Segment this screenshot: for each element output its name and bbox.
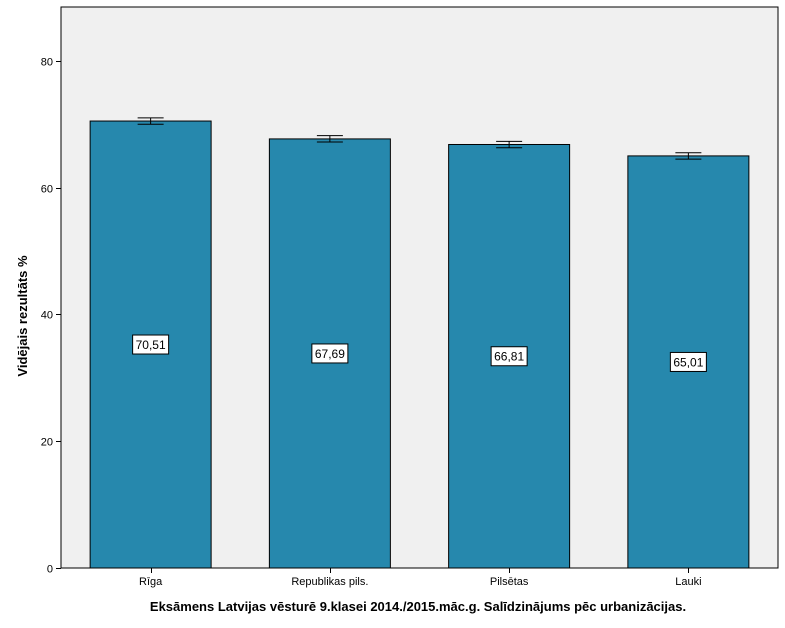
y-tick-label: 80: [41, 57, 53, 69]
x-axis-title: Eksāmens Latvijas vēsturē 9.klasei 2014.…: [150, 599, 686, 614]
data-label: 70,51: [132, 334, 170, 355]
bars-group: [89, 120, 750, 569]
y-axis: 0 20 40 60 80: [41, 57, 61, 576]
x-tick-label: Republikas pils.: [291, 576, 368, 588]
error-bar: [496, 140, 523, 149]
data-label: 65,01: [669, 351, 707, 372]
y-tick-label: 40: [41, 310, 53, 322]
x-tick-label: Rīga: [139, 576, 163, 588]
data-label-text: 67,69: [315, 347, 345, 361]
data-label: 66,81: [490, 346, 528, 367]
bar: [627, 155, 750, 569]
error-bar: [675, 152, 702, 160]
error-bars-group: [137, 117, 702, 160]
x-tick-label: Lauki: [675, 576, 701, 588]
x-tick-label: Pilsētas: [490, 576, 529, 588]
data-label-text: 70,51: [136, 338, 166, 352]
y-tick-label: 60: [41, 184, 53, 196]
data-label-text: 65,01: [673, 355, 703, 369]
y-tick-label: 20: [41, 437, 53, 449]
error-bar: [316, 135, 343, 143]
data-label-text: 66,81: [494, 350, 524, 364]
error-bar: [137, 117, 164, 125]
data-labels-group: 70,51 67,69 66,81 65,01: [132, 334, 707, 372]
y-axis-title: Vidējais rezultāts %: [15, 255, 30, 377]
x-axis: Rīga Republikas pils. Pilsētas Lauki: [139, 568, 702, 588]
y-tick-label: 0: [47, 564, 53, 576]
data-label: 67,69: [311, 343, 349, 364]
